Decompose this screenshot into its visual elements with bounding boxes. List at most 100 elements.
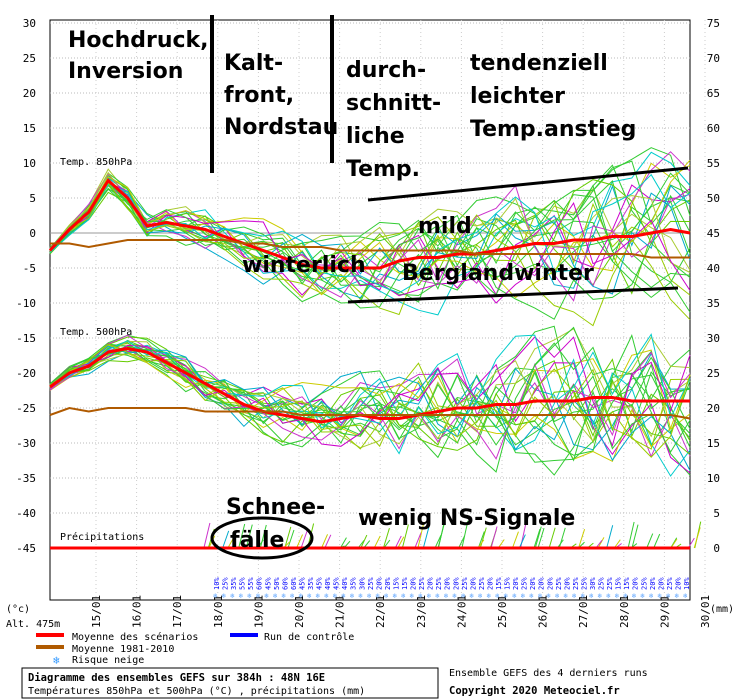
snow-risk-flake: ❄ (239, 592, 243, 600)
snow-risk-pct-label: 15% (495, 577, 503, 590)
precip-member-spike (401, 524, 409, 549)
snow-risk-pct-label: 15% (392, 577, 400, 590)
snow-risk-flake: ❄ (563, 592, 567, 600)
x-tick-label: 17/01 (171, 595, 184, 628)
snow-risk-flake: ❄ (504, 592, 508, 600)
y-left-tick-label: -25 (16, 402, 36, 415)
y-left-tick-label: -15 (16, 332, 36, 345)
snow-risk-pct-label: 40% (324, 577, 332, 590)
y-right-tick-label: 70 (707, 52, 720, 65)
snow-risk-flake: ❄ (375, 592, 379, 600)
legend: Moyenne des scénarios Run de contrôle Mo… (36, 631, 354, 667)
snow-risk-flake: ❄ (623, 592, 627, 600)
ensemble-member-line (49, 172, 691, 299)
y-right-tick-label: 50 (707, 192, 720, 205)
ensemble-member-line (49, 172, 691, 297)
snow-risk-pct-label: 20% (444, 577, 452, 590)
x-tick-label: 19/01 (252, 595, 265, 628)
precip-member-spike (631, 524, 639, 549)
snow-risk-flake: ❄ (418, 592, 422, 600)
ensemble-member-line (49, 344, 691, 462)
snow-risk-pct-label: 10% (683, 577, 691, 590)
x-tick-label: 21/01 (334, 595, 347, 628)
precip-member-spike (627, 521, 635, 549)
precip-member-spike (340, 537, 347, 549)
ensemble-member-line (49, 333, 691, 455)
snow-risk-pct-label: 20% (674, 577, 682, 590)
ensemble-member-line (49, 344, 691, 477)
y-right-tick-label: 45 (707, 227, 720, 240)
y-right-tick-label: 40 (707, 262, 720, 275)
precip-member-spike (537, 527, 545, 549)
x-tick-label: 28/01 (618, 595, 631, 628)
snow-risk-flake: ❄ (264, 592, 268, 600)
precip-member-spike (373, 535, 381, 549)
snow-risk-flake: ❄ (435, 592, 439, 600)
annotation-tendenziell: tendenziell leichter Temp.anstieg (470, 51, 636, 142)
snow-risk-flake: ❄ (461, 592, 465, 600)
snow-risk-pct-label: 25% (435, 577, 443, 590)
snow-risk-pct-label: 15% (401, 577, 409, 590)
right-unit-label: (mm) (710, 604, 734, 615)
snow-risk-pct-label: 20% (384, 577, 392, 590)
annotation-schneefalle: Schnee- fälle (226, 495, 333, 553)
footer-box-left (21, 667, 439, 699)
snow-risk-pct-label: 20% (632, 577, 640, 590)
ensemble-member-line (49, 187, 691, 320)
snow-risk-flake: ❄ (529, 592, 533, 600)
snow-risk-flake: ❄ (307, 592, 311, 600)
snow-risk-flake: ❄ (632, 592, 636, 600)
snow-risk-pct-label: 25% (572, 577, 580, 590)
precip-member-spike (203, 522, 211, 549)
snow-risk-flake: ❄ (316, 592, 320, 600)
snow-risk-pct-label: 25% (521, 577, 529, 590)
ensemble-member-line (49, 180, 691, 309)
snow-risk-flake: ❄ (256, 592, 260, 600)
y-right-tick-label: 15 (707, 437, 720, 450)
snow-risk-pct-label: 15% (615, 577, 623, 590)
snow-risk-flake: ❄ (546, 592, 550, 600)
snow-risk-pct-label: 30% (589, 577, 597, 590)
snow-risk-pct-label: 20% (427, 577, 435, 590)
snow-risk-pct-label: 25% (418, 577, 426, 590)
snow-risk-pct-label: 25% (606, 577, 614, 590)
snow-risk-flake: ❄ (674, 592, 678, 600)
y-left-tick-label: 20 (23, 87, 36, 100)
snow-risk-pct-label: 25% (367, 577, 375, 590)
snow-risk-pct-label: 25% (555, 577, 563, 590)
x-tick-label: 24/01 (455, 595, 468, 628)
y-left-tick-label: -30 (16, 437, 36, 450)
x-tick-label: 23/01 (415, 595, 428, 628)
snow-risk-pct-label: 25% (580, 577, 588, 590)
snowfall-ellipse (210, 516, 314, 560)
precip-member-spike (259, 524, 267, 549)
precip-member-spike (597, 537, 605, 549)
snow-risk-flake: ❄ (657, 592, 661, 600)
legend-label-mean: Moyenne des scénarios (72, 631, 198, 643)
snow-risk-flake: ❄ (640, 592, 644, 600)
snow-risk-flake: ❄ (273, 592, 277, 600)
y-right-tick-label: 75 (707, 17, 720, 30)
precip-member-spike (300, 530, 308, 549)
snow-risk-pct-label: 20% (512, 577, 520, 590)
precip-member-spike (687, 537, 695, 549)
x-tick-label: 26/01 (537, 595, 550, 628)
snow-risk-flake: ❄ (247, 592, 251, 600)
legend-swatch-control (230, 633, 258, 637)
y-left-tick-label: -5 (23, 262, 36, 275)
left-unit-label: (°c) (6, 604, 30, 615)
trend-line-lower (347, 286, 679, 304)
divider-bar-1 (210, 15, 214, 173)
precip-member-spike (437, 521, 445, 549)
y-left-tick-label: -35 (16, 472, 36, 485)
snow-risk-flake: ❄ (606, 592, 610, 600)
precip-member-spike (414, 532, 422, 549)
snow-risk-flake: ❄ (392, 592, 396, 600)
altitude-label: Alt. 475m (6, 619, 60, 630)
precip-member-spike (578, 529, 586, 549)
precip-member-spike (422, 525, 430, 549)
precip-member-spike (461, 520, 469, 549)
series-line-t850 (48, 178, 691, 270)
y-right-tick-label: 25 (707, 367, 720, 380)
